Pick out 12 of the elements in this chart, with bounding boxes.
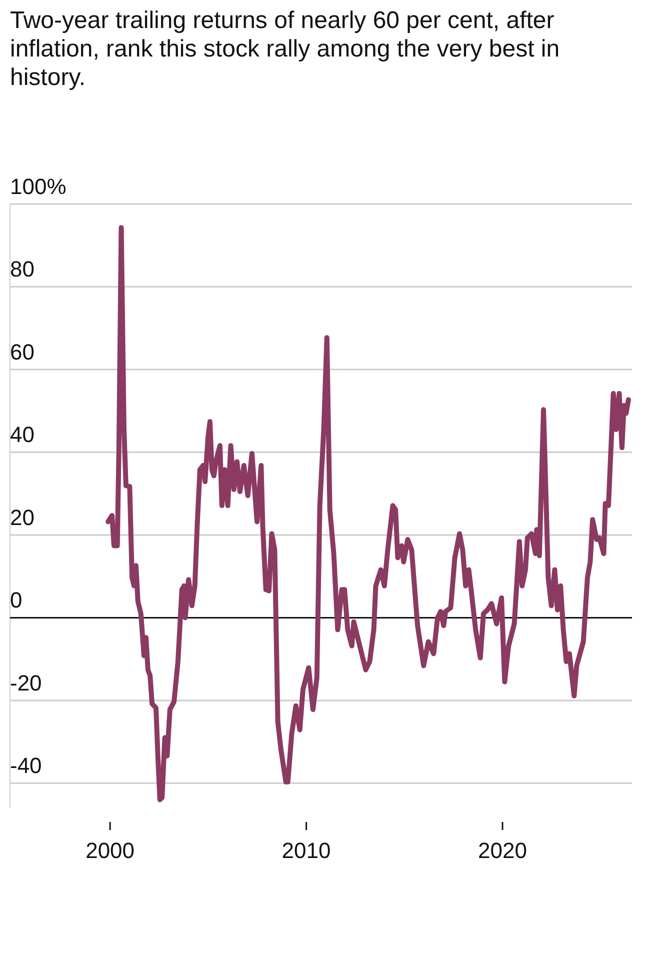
y-tick-label: -40 — [10, 753, 42, 778]
x-tick-label: 2010 — [282, 838, 331, 863]
y-tick-label: 80 — [10, 256, 34, 282]
x-tick-label: 2000 — [86, 838, 135, 863]
y-tick-label: 60 — [10, 339, 34, 364]
chart-title: Two-year trailing returns of nearly 60 per cent, after inflation, rank this stock rally among the very best in history. — [10, 7, 560, 91]
y-tick-label: -20 — [10, 670, 42, 696]
y-tick-label: 20 — [10, 504, 34, 530]
x-tick-label: 2020 — [478, 838, 527, 863]
y-tick-label: 40 — [10, 422, 34, 448]
y-tick-label: 0 — [10, 588, 22, 613]
y-tick-label: 100% — [10, 174, 66, 199]
